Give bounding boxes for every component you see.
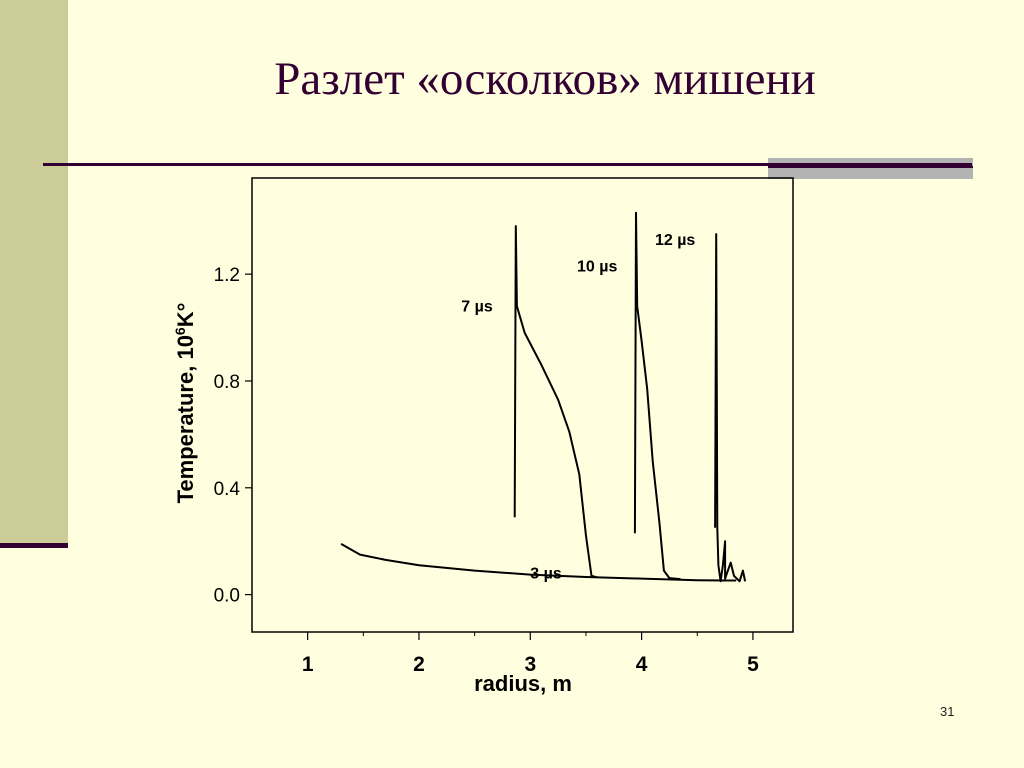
series-label: 7 µs bbox=[461, 299, 493, 316]
series-line bbox=[633, 211, 681, 581]
x-axis-label: radius, m bbox=[474, 671, 572, 696]
x-tick-label: 1 bbox=[302, 653, 314, 676]
x-tick-label: 5 bbox=[747, 653, 759, 676]
series-line bbox=[513, 225, 598, 579]
series-labels: 3 µs 7 µs 10 µs 12 µs bbox=[461, 232, 695, 583]
x-tick-label: 3 bbox=[524, 653, 536, 676]
y-tick-label: 0.4 bbox=[214, 479, 241, 500]
y-tick-label: 0.8 bbox=[214, 372, 240, 393]
y-tick-label: 0.0 bbox=[214, 586, 240, 607]
side-band-divider bbox=[0, 543, 68, 548]
series-label: 12 µs bbox=[655, 232, 695, 249]
series-label: 10 µs bbox=[577, 258, 617, 275]
title-rule-accent-line bbox=[768, 166, 973, 168]
y-tick-label: 1.2 bbox=[214, 265, 240, 286]
x-tick-label: 4 bbox=[636, 653, 648, 676]
series-label: 3 µs bbox=[530, 566, 562, 583]
y-axis-label-base: Temperature, 10 bbox=[173, 335, 198, 503]
series-layer bbox=[340, 211, 747, 583]
title-rule bbox=[43, 163, 972, 166]
page-number: 31 bbox=[940, 704, 955, 719]
x-tick-label: 2 bbox=[413, 653, 425, 676]
series-line bbox=[340, 543, 737, 582]
series-line bbox=[714, 233, 747, 583]
y-axis-label-superscript: 6 bbox=[172, 327, 188, 335]
side-band bbox=[0, 0, 68, 546]
y-axis-label-suffix: K° bbox=[173, 303, 198, 328]
plot-frame bbox=[251, 177, 794, 633]
slide-title: Разлет «осколков» мишени bbox=[274, 53, 816, 105]
x-axis: 1 2 3 4 5 bbox=[302, 632, 759, 676]
y-axis: 0.0 0.4 0.8 1.2 bbox=[214, 265, 252, 607]
y-axis-label: Temperature, 106K° bbox=[172, 303, 198, 504]
